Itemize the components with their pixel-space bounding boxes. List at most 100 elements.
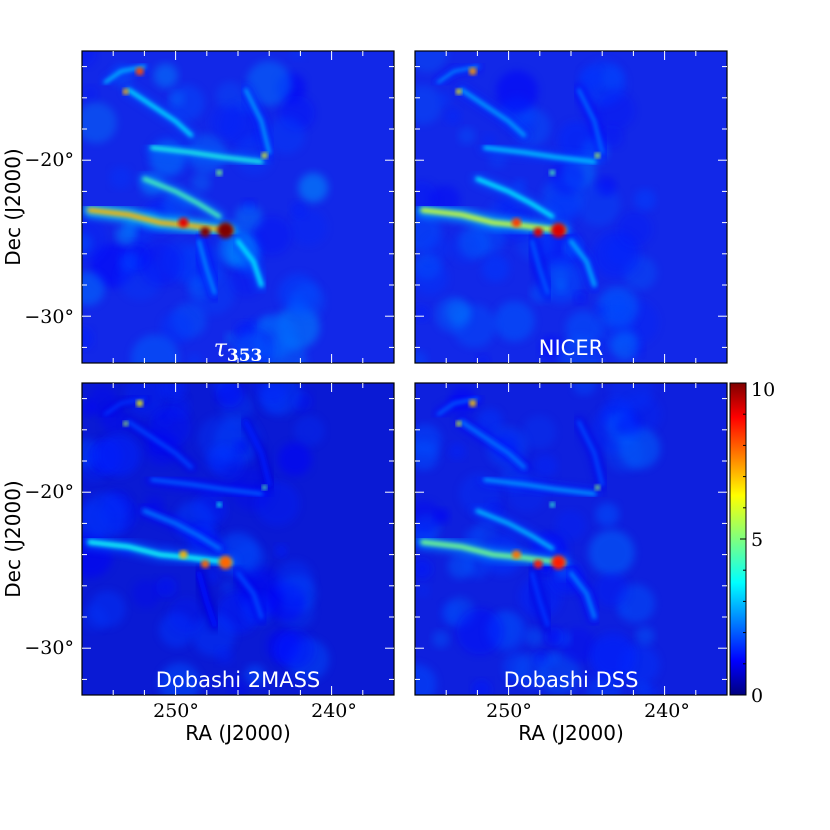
dense-core [262,485,267,490]
diffuse-cloud [276,630,315,669]
diffuse-cloud [252,216,292,256]
diffuse-cloud [168,84,205,121]
dense-core [135,67,144,76]
panel-label-dobashi-dss: Dobashi DSS [504,668,639,692]
diffuse-cloud [109,166,132,189]
filament-core [475,176,555,219]
diffuse-cloud [476,354,490,363]
dense-core [218,555,233,570]
dense-core [469,399,477,407]
diffuse-cloud [275,560,314,599]
y-tick-label-bottom-1: −20° [24,481,74,503]
diffuse-cloud [252,383,291,403]
dense-core [261,152,268,159]
dense-core [549,502,555,508]
diffuse-cloud [555,510,586,541]
diffuse-cloud [633,680,650,695]
diffuse-cloud [437,92,452,107]
filament-core [103,397,146,416]
dense-core [455,88,462,95]
diffuse-cloud [609,383,653,413]
dense-core [456,421,462,427]
diffuse-cloud [233,333,266,363]
diffuse-cloud [289,51,306,60]
filament-core [436,397,479,416]
diffuse-cloud [579,67,602,90]
diffuse-cloud [588,529,635,576]
dense-core [533,559,543,569]
diffuse-cloud [618,427,661,470]
diffuse-cloud [456,608,503,655]
x-axis-label-right: RA (J2000) [518,721,624,745]
filament-core [126,88,194,138]
filament-core [150,477,264,496]
diffuse-cloud [290,209,327,246]
diffuse-cloud [415,351,428,363]
diffuse-cloud [444,108,461,125]
filament-core [243,420,272,487]
dense-core [122,88,129,95]
dense-core [511,218,521,228]
x-tick-label-left-2: 240° [311,700,357,722]
filament-core [568,238,597,288]
diffuse-cloud [228,679,248,695]
diffuse-cloud [415,260,448,296]
dense-core [200,227,211,237]
diffuse-cloud [423,235,450,263]
diffuse-cloud [82,102,117,144]
dense-core [123,421,129,427]
diffuse-cloud [192,613,236,657]
diffuse-cloud [415,500,441,534]
filament-core [243,88,272,155]
panel-label-dobashi-2mass: Dobashi 2MASS [156,668,320,692]
diffuse-cloud [617,211,652,247]
diffuse-cloud [525,627,544,647]
filament-core [87,207,233,233]
diffuse-cloud [187,353,202,363]
diffuse-cloud [522,415,556,449]
diffuse-cloud [481,254,510,282]
filament-core [436,65,479,84]
dense-core [551,223,566,238]
y-axis-label-top: Dec (J2000) [1,148,25,265]
dense-core [136,400,143,407]
diffuse-cloud [635,626,655,646]
panel-nicer: NICER [414,50,728,364]
dense-core [594,152,601,159]
diffuse-cloud [298,172,329,203]
diffuse-cloud [474,519,497,543]
filament-core [235,570,264,620]
diffuse-cloud [139,242,183,286]
diffuse-cloud [458,127,476,145]
diffuse-cloud [82,271,105,306]
colorbar-label-0: 0 [751,685,763,707]
x-tick-label-left-1: 250° [153,700,199,722]
filament-core [459,420,527,470]
diffuse-cloud [476,408,503,435]
diffuse-cloud [198,416,243,461]
diffuse-cloud [590,631,636,678]
filament-core [459,88,527,138]
filament-core [529,238,550,296]
diffuse-cloud [539,336,563,360]
diffuse-cloud [595,502,620,527]
diffuse-cloud [82,492,128,539]
filament-core [483,145,597,164]
filament-core [576,88,605,155]
diffuse-cloud [156,576,177,598]
diffuse-cloud [132,579,161,609]
dense-core [201,559,210,569]
diffuse-cloud [246,61,292,106]
dense-core [178,217,189,228]
diffuse-cloud [215,383,243,408]
diffuse-cloud [607,295,628,315]
diffuse-cloud [191,173,211,192]
diffuse-cloud [82,400,97,417]
y-axis-label-bottom: Dec (J2000) [1,480,25,597]
diffuse-cloud [204,569,219,584]
x-tick-label-right-2: 240° [644,700,690,722]
diffuse-cloud [574,291,587,304]
filament-core [142,508,222,551]
dense-core [549,169,556,176]
